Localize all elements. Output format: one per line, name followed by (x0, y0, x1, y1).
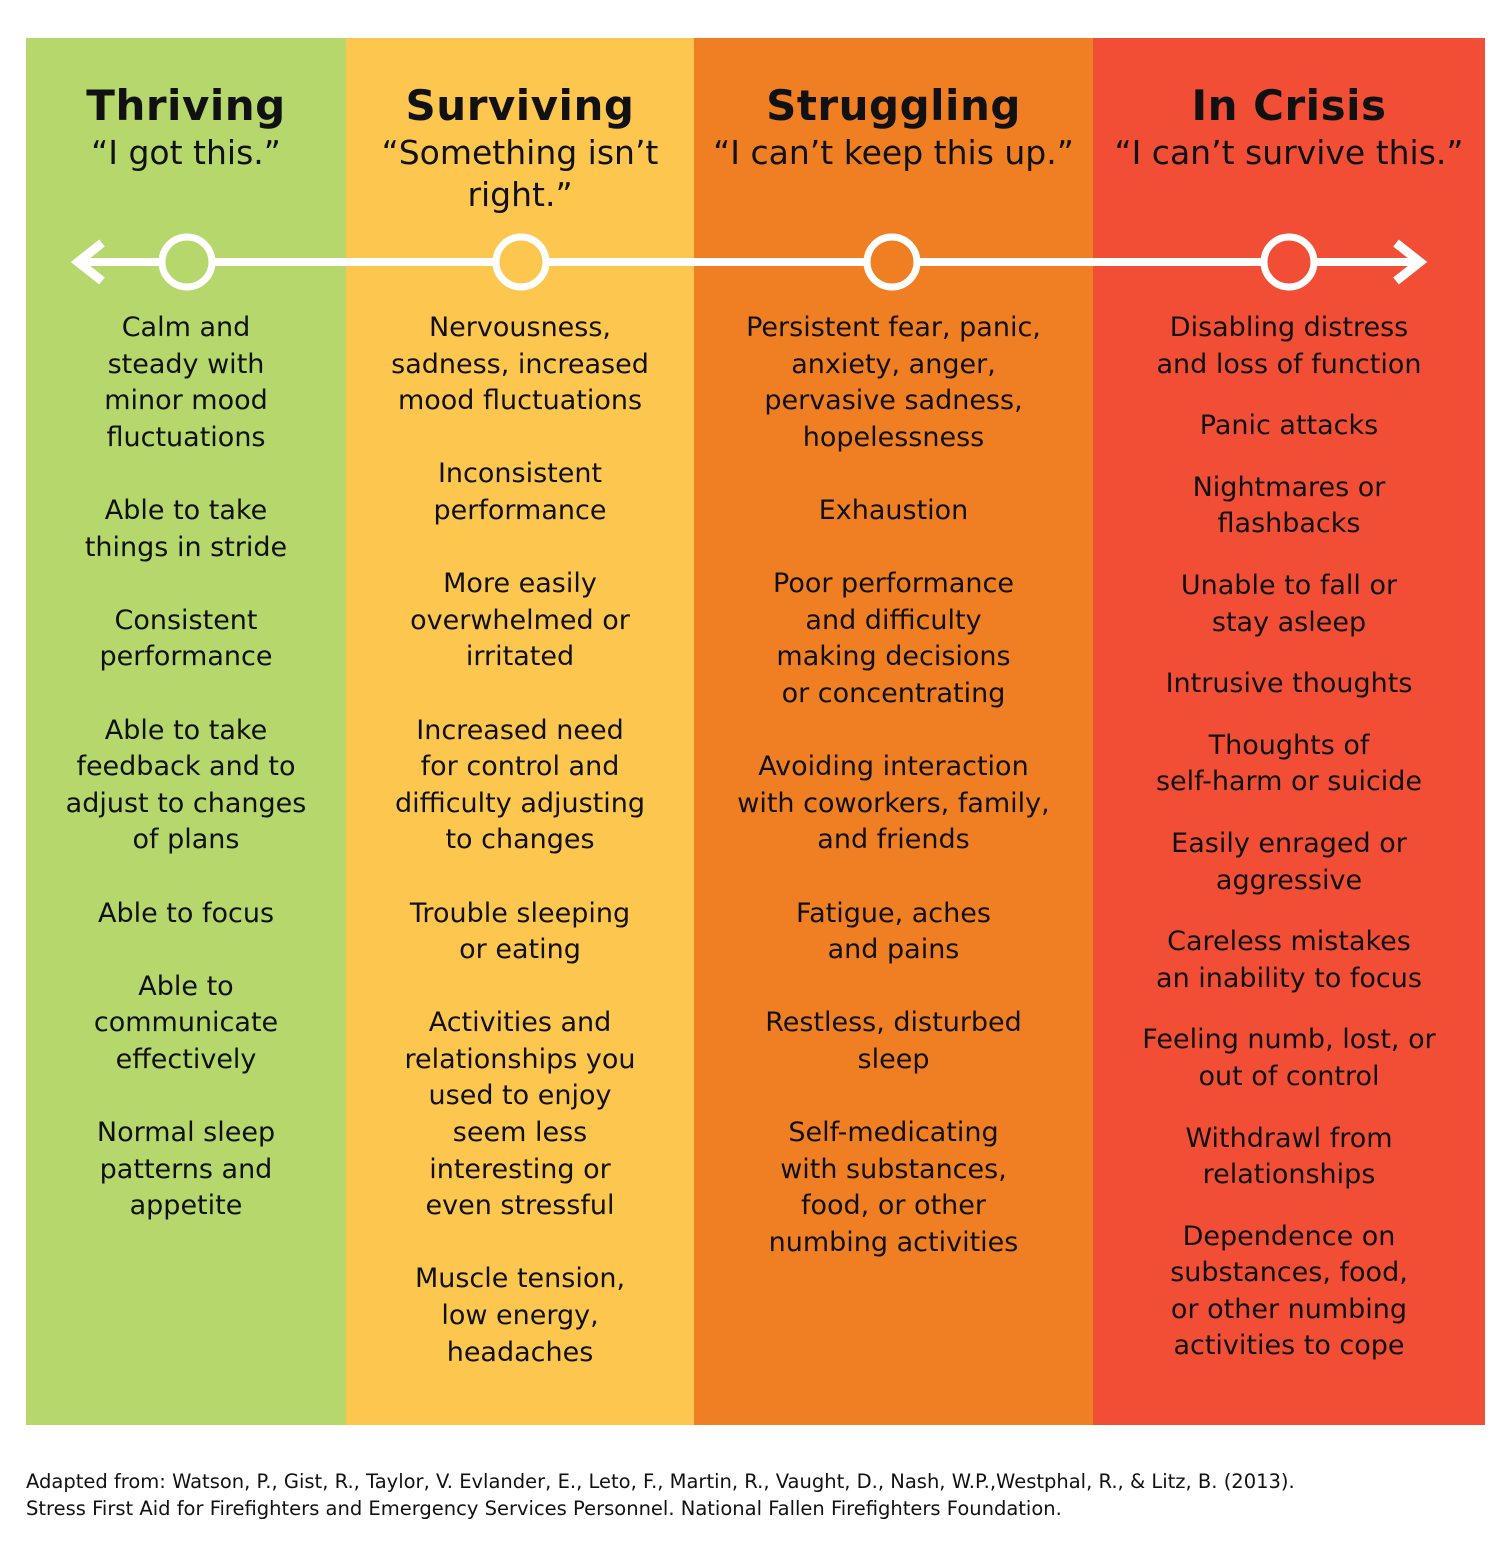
list-item: Withdrawl from relationships (1185, 1122, 1393, 1191)
list-item: Disabling distress and loss of function (1156, 312, 1422, 380)
list-item: Increased need for control and difficult… (394, 714, 646, 856)
list-item: Self-medicating with substances, food, o… (768, 1117, 1019, 1258)
column-quote: “I can’t keep this up.” (713, 133, 1074, 172)
column-title: In Crisis (1191, 81, 1387, 130)
list-item: Intrusive thoughts (1165, 668, 1413, 700)
list-item: Panic attacks (1199, 410, 1379, 442)
column-title: Thriving (86, 81, 286, 130)
column-title: Struggling (766, 81, 1021, 130)
symptom-list: Nervousness, sadness, increased mood flu… (346, 310, 694, 1408)
list-item: Careless mistakes an inability to focus (1156, 926, 1422, 994)
list-item: Nightmares or flashbacks (1192, 471, 1386, 540)
list-item: Dependence on substances, food, or other… (1170, 1220, 1408, 1362)
symptom-list: Disabling distress and loss of function … (1093, 310, 1485, 1390)
column-surviving: Surviving “Something isn’t right.” Nervo… (346, 38, 694, 1425)
list-item: Able to take feedback and to adjust to c… (65, 714, 307, 856)
list-item: Calm and steady with minor mood fluctuat… (104, 312, 268, 453)
list-item: Normal sleep patterns and appetite (96, 1117, 276, 1222)
list-item: Persistent fear, panic, anxiety, anger, … (746, 312, 1041, 453)
column-struggling: Struggling “I can’t keep this up.” Persi… (694, 38, 1093, 1425)
column-thriving: Thriving “I got this.” Calm and steady w… (26, 38, 346, 1425)
list-item: Poor performance and difficulty making d… (773, 568, 1014, 709)
list-item: Muscle tension, low energy, headaches (414, 1263, 626, 1368)
list-item: Avoiding interaction with coworkers, fam… (737, 751, 1050, 856)
citation-line-2: Stress First Aid for Firefighters and Em… (26, 1497, 1062, 1520)
list-item: Able to take things in stride (84, 494, 288, 563)
list-item: Trouble sleeping or eating (409, 897, 631, 966)
list-item: Activities and relationships you used to… (404, 1007, 636, 1222)
column-quote: “I got this.” (91, 133, 281, 172)
column-title: Surviving (405, 81, 635, 130)
list-item: Restless, disturbed sleep (765, 1007, 1022, 1075)
list-item: Fatigue, aches and pains (796, 897, 991, 966)
list-item: Inconsistent performance (433, 458, 607, 526)
list-item: More easily overwhelmed or irritated (410, 568, 630, 673)
citation: Adapted from: Watson, P., Gist, R., Tayl… (26, 1468, 1295, 1522)
symptom-list: Calm and steady with minor mood fluctuat… (26, 310, 346, 1261)
symptom-list: Persistent fear, panic, anxiety, anger, … (694, 310, 1093, 1298)
column-quote: “I can’t survive this.” (1114, 133, 1464, 172)
list-item: Thoughts of self-harm or suicide (1155, 729, 1423, 798)
column-in-crisis: In Crisis “I can’t survive this.” Disabl… (1093, 38, 1485, 1425)
list-item: Unable to fall or stay asleep (1180, 569, 1398, 638)
list-item: Able to communicate effectively (93, 970, 279, 1075)
list-item: Feeling numb, lost, or out of control (1142, 1024, 1436, 1092)
list-item: Able to focus (97, 897, 275, 929)
list-item: Nervousness, sadness, increased mood flu… (391, 312, 649, 417)
citation-line-1: Adapted from: Watson, P., Gist, R., Tayl… (26, 1470, 1295, 1493)
list-item: Exhaustion (818, 494, 969, 526)
list-item: Easily enraged or aggressive (1171, 827, 1407, 896)
list-item: Consistent performance (99, 604, 273, 673)
column-quote: “Something isn’t right.” (381, 133, 659, 214)
